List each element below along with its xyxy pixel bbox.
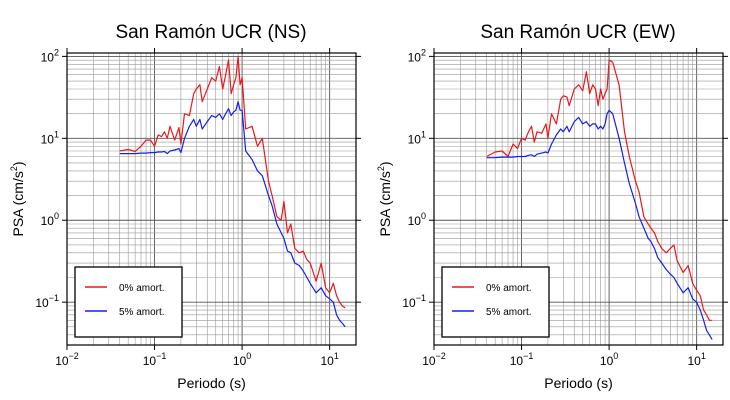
series-line-blue (119, 101, 346, 328)
plot-frame (433, 52, 724, 346)
x-axis-label: Periodo (s) (544, 375, 612, 391)
x-tick-label: 101 (320, 351, 338, 368)
y-tick-label: 101 (408, 129, 426, 146)
y-tick-label: 102 (408, 47, 426, 64)
legend-label: 0% amort. (119, 283, 165, 294)
y-tick-label: 10−1 (402, 293, 426, 310)
legend-label: 5% amort. (486, 307, 532, 318)
legend-label: 5% amort. (119, 307, 165, 318)
plot-frame (66, 52, 357, 346)
x-tick-label: 100 (233, 351, 251, 368)
y-tick-label: 102 (41, 47, 59, 64)
x-tick-label: 10−2 (422, 351, 446, 368)
x-tick-label: 101 (687, 351, 705, 368)
legend-box (441, 266, 550, 338)
x-tick-label: 10−1 (510, 351, 534, 368)
y-tick-label: 10−1 (35, 293, 59, 310)
series-line-red (119, 55, 346, 309)
legend: 0% amort. 5% amort. (441, 266, 550, 338)
y-axis-label: PSA (cm/s2) (376, 161, 393, 236)
chart-panel-2: 10−2 10−1 100 101 10−1 100 101 102 San Ramón UCR… (376, 22, 728, 391)
grid (66, 53, 357, 346)
x-tick-label: 10−1 (143, 351, 167, 368)
y-axis-label: PSA (cm/s2) (9, 161, 26, 236)
legend: 0% amort. 5% amort. (74, 266, 183, 338)
chart-title: San Ramón UCR (EW) (480, 22, 675, 43)
y-tick-label: 100 (41, 211, 59, 228)
y-tick-label: 101 (41, 129, 59, 146)
x-tick-label: 10−2 (55, 351, 79, 368)
chart-panel-1: 10−2 10−1 100 101 10−1 100 101 102 San Ramón UCR… (9, 22, 361, 391)
legend-label: 0% amort. (486, 283, 532, 294)
x-axis-label: Periodo (s) (177, 375, 245, 391)
chart-title: San Ramón UCR (NS) (115, 22, 306, 43)
x-tick-label: 100 (600, 351, 618, 368)
legend-box (74, 266, 183, 338)
series-line-blue (486, 109, 713, 340)
series-line-red (486, 59, 713, 321)
y-tick-label: 100 (408, 211, 426, 228)
